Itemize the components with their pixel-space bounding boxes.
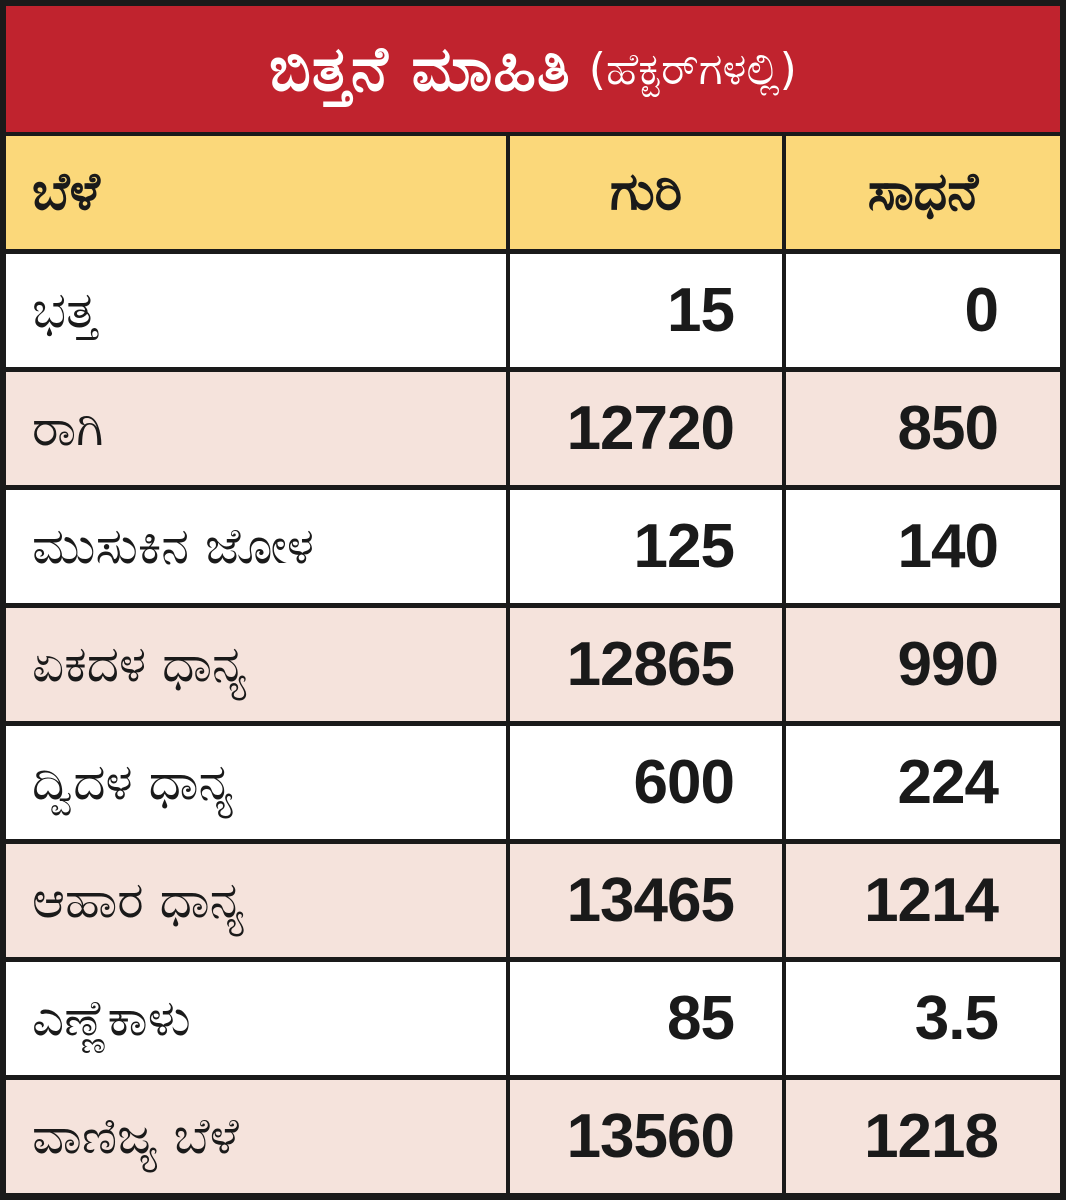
target-value: 600 bbox=[510, 726, 782, 839]
table-unit: (ಹೆಕ್ಟರ್‌ಗಳಲ್ಲಿ) bbox=[588, 43, 797, 95]
achieved-value: 1218 bbox=[786, 1080, 1060, 1193]
achieved-value: 1214 bbox=[786, 844, 1060, 957]
target-value: 13560 bbox=[510, 1080, 782, 1193]
target-value: 12865 bbox=[510, 608, 782, 721]
target-value: 13465 bbox=[510, 844, 782, 957]
achieved-value: 140 bbox=[786, 490, 1060, 603]
crop-name: ದ್ವಿದಳ ಧಾನ್ಯ bbox=[6, 726, 506, 839]
crop-name: ರಾಗಿ bbox=[6, 372, 506, 485]
crop-name: ಮುಸುಕಿನ ಜೋಳ bbox=[6, 490, 506, 603]
header-crop: ಬೆಳೆ bbox=[6, 136, 506, 249]
target-value: 85 bbox=[510, 962, 782, 1075]
target-value: 15 bbox=[510, 254, 782, 367]
target-value: 125 bbox=[510, 490, 782, 603]
crop-name: ಆಹಾರ ಧಾನ್ಯ bbox=[6, 844, 506, 957]
crop-name: ವಾಣಿಜ್ಯ ಬೆಳೆ bbox=[6, 1080, 506, 1193]
crop-name: ಭತ್ತ bbox=[6, 254, 506, 367]
achieved-value: 850 bbox=[786, 372, 1060, 485]
title-bar: ಬಿತ್ತನೆ ಮಾಹಿತಿ (ಹೆಕ್ಟರ್‌ಗಳಲ್ಲಿ) bbox=[6, 6, 1060, 132]
crop-name: ಎಣ್ಣೆಕಾಳು bbox=[6, 962, 506, 1075]
achieved-value: 0 bbox=[786, 254, 1060, 367]
header-achieved: ಸಾಧನೆ bbox=[786, 136, 1060, 249]
achieved-value: 224 bbox=[786, 726, 1060, 839]
achieved-value: 990 bbox=[786, 608, 1060, 721]
crop-name: ಏಕದಳ ಧಾನ್ಯ bbox=[6, 608, 506, 721]
table-title: ಬಿತ್ತನೆ ಮಾಹಿತಿ bbox=[269, 32, 571, 105]
achieved-value: 3.5 bbox=[786, 962, 1060, 1075]
data-table: ಬೆಳೆ ಗುರಿ ಸಾಧನೆ ಭತ್ತ 15 0 ರಾಗಿ 12720 850… bbox=[6, 136, 1060, 1193]
target-value: 12720 bbox=[510, 372, 782, 485]
header-target: ಗುರಿ bbox=[510, 136, 782, 249]
